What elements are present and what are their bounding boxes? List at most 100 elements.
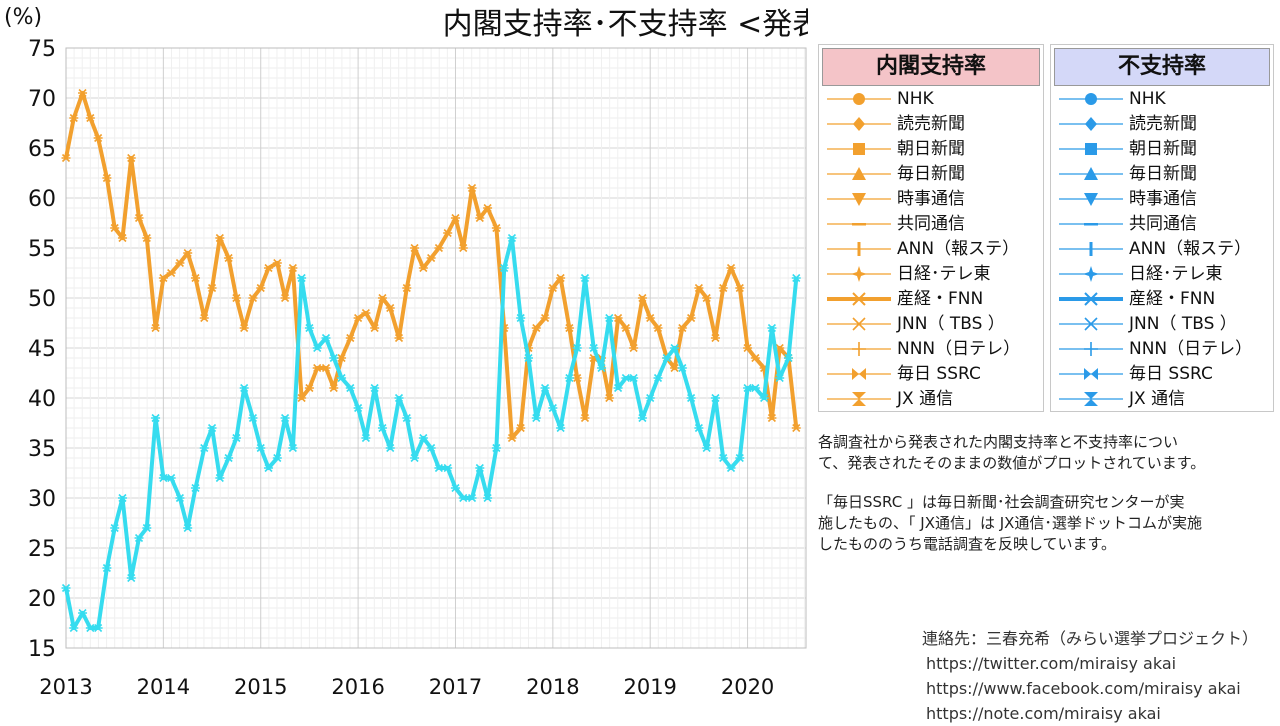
approval-sankei-fnn-point	[329, 383, 339, 393]
contact-title: 連絡先：三春充希（みらい選挙プロジェクト）	[922, 629, 1259, 648]
disapproval-sankei-fnn-point	[540, 383, 550, 393]
legend-marker-icon	[1059, 292, 1123, 306]
legend-marker-icon	[827, 342, 891, 356]
disapproval-sankei-fnn-point	[524, 353, 533, 363]
legend-label: 読売新聞	[1129, 114, 1197, 134]
approval-sankei-fnn-point	[272, 258, 282, 268]
disapproval-sankei-fnn-point	[239, 383, 249, 393]
legend-label: 毎日新聞	[897, 164, 965, 184]
disapproval-sankei-fnn-point	[750, 383, 760, 393]
disapproval-sankei-fnn-point	[726, 463, 736, 473]
disapproval-sankei-fnn-point	[370, 383, 380, 393]
approval-sankei-fnn-point	[248, 293, 258, 303]
legend-marker-icon	[1059, 167, 1123, 180]
legend-disapproval: 不支持率 NHK 読売新聞 朝日新聞 毎日新聞 時事通信 共同通信 ANN（報ステ） 日経･テ…	[1050, 44, 1274, 412]
legend-marker-icon	[1059, 117, 1123, 131]
legend-marker-icon	[1059, 93, 1123, 105]
approval-sankei-fnn-point	[117, 233, 127, 243]
approval-sankei-fnn-point	[280, 293, 290, 303]
approval-sankei-fnn-point	[345, 333, 355, 343]
legend-marker-icon	[1059, 242, 1123, 256]
y-tick-label: 50	[28, 287, 56, 312]
disapproval-sankei-fnn-point	[589, 343, 599, 353]
legend-approval-header: 内閣支持率	[822, 48, 1040, 86]
note-link[interactable]: https://note.com/miraisy akai	[926, 704, 1161, 723]
disapproval-sankei-fnn-point	[353, 403, 363, 413]
disapproval-sankei-fnn-point	[637, 413, 647, 423]
note-line: 「毎日SSRC 」は毎日新聞･社会調査研究センターが実	[818, 493, 1185, 511]
plot-border	[65, 47, 807, 649]
approval-sankei-fnn-point	[183, 248, 193, 258]
disapproval-sankei-fnn-point	[483, 493, 493, 503]
approval-sankei-fnn-point	[767, 413, 777, 423]
legend-marker-icon	[827, 117, 891, 131]
disapproval-sankei-fnn-point	[394, 393, 404, 403]
y-tick-label: 30	[28, 487, 56, 512]
twitter-link[interactable]: https://twitter.com/miraisy akai	[926, 654, 1177, 673]
disapproval-sankei-fnn-point	[110, 523, 120, 533]
legend-disapproval-header: 不支持率	[1054, 48, 1270, 86]
disapproval-sankei-fnn-point	[175, 493, 185, 503]
x-tick-label: 2016	[331, 675, 384, 699]
chart-title: 内閣支持率･不支持率 <発表値>	[443, 7, 808, 42]
legend-marker-icon	[1059, 317, 1123, 331]
disapproval-sankei-fnn-point	[743, 383, 753, 393]
disapproval-sankei-fnn-point	[385, 443, 395, 453]
disapproval-sankei-fnn-point	[224, 453, 234, 463]
y-tick-label: 25	[28, 537, 56, 562]
legend-label: 共同通信	[897, 214, 965, 234]
approval-sankei-fnn-point	[158, 273, 168, 283]
legend-approval: 内閣支持率 NHK 読売新聞 朝日新聞 毎日新聞 時事通信 共同通信 ANN（報ステ） 日経･…	[818, 44, 1044, 412]
legend-marker-icon	[1059, 392, 1123, 406]
legend-label: NNN（日テレ）	[897, 339, 1021, 359]
approval-sankei-fnn-point	[410, 243, 420, 253]
y-axis: 15 20 25 30 35 40 45 50 55 60 65 70 75	[28, 37, 56, 662]
disapproval-sankei-fnn-point	[215, 473, 225, 483]
disapproval-sankei-fnn-point	[653, 373, 663, 383]
approval-sankei-fnn-point	[637, 293, 647, 303]
approval-sankei-fnn-point	[288, 263, 298, 273]
disapproval-sankei-fnn-point	[443, 463, 453, 473]
approval-sankei-fnn-point	[191, 273, 200, 283]
approval-sankei-fnn-point	[572, 373, 582, 383]
disapproval-sankei-fnn-point	[256, 443, 266, 453]
legend-marker-icon	[827, 143, 891, 155]
chart-area: 内閣支持率･不支持率 <発表値> (%) 15 20 25 30 35 40 45 50 55 6…	[4, 5, 808, 699]
approval-sankei-fnn-point	[743, 343, 753, 353]
disapproval-sankei-fnn-point	[499, 263, 509, 273]
disapproval-sankei-fnn-point	[191, 483, 200, 493]
disapproval-sankei-fnn-point	[345, 383, 355, 393]
legend-label: JNN（ TBS ）	[897, 314, 1005, 334]
legend-label: JX 通信	[897, 389, 954, 409]
disapproval-sankei-fnn-point	[467, 493, 477, 503]
disapproval-sankei-fnn-point	[783, 353, 793, 363]
grid-lines	[65, 47, 807, 649]
legend-label: 日経･テレ東	[1129, 264, 1223, 284]
approval-sankei-fnn-point	[207, 283, 217, 293]
approval-sankei-fnn-point	[78, 88, 88, 98]
approval-sankei-fnn-point	[604, 393, 614, 403]
approval-sankei-fnn-point	[337, 353, 347, 363]
disapproval-sankei-fnn-point	[61, 583, 71, 593]
facebook-link[interactable]: https://www.facebook.com/miraisy akai	[926, 679, 1241, 698]
disapproval-sankei-fnn-point	[377, 423, 387, 433]
approval-sankei-fnn-point	[645, 313, 655, 323]
disapproval-sankei-fnn-point	[718, 453, 728, 463]
legend-marker-icon	[827, 167, 891, 180]
approval-sankei-fnn-point	[677, 323, 687, 333]
approval-sankei-fnn-point	[93, 133, 103, 143]
disapproval-sankei-fnn-point	[321, 333, 331, 343]
approval-sankei-fnn-point	[85, 113, 95, 123]
disapproval-sankei-fnn-point	[288, 443, 298, 453]
x-axis: 2013 2014 2015 2016 2017 2018 2019 2020	[39, 675, 774, 699]
y-tick-label: 35	[28, 437, 56, 462]
legend-marker-icon	[827, 317, 891, 331]
x-tick-label: 2015	[234, 675, 287, 699]
approval-sankei-fnn-point	[110, 223, 120, 233]
contact-block: 連絡先：三春充希（みらい選挙プロジェクト） https://twitter.co…	[922, 626, 1258, 726]
disapproval-sankei-fnn-point	[507, 233, 517, 243]
x-tick-label: 2018	[526, 675, 579, 699]
approval-sankei-fnn-point	[726, 263, 736, 273]
approval-sankei-fnn-point	[540, 313, 550, 323]
legend-marker-icon	[827, 242, 891, 256]
